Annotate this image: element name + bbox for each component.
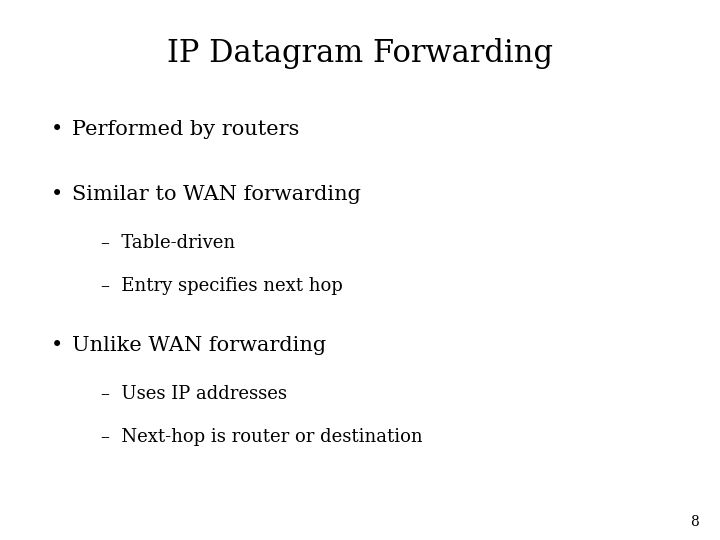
Text: Performed by routers: Performed by routers: [72, 120, 300, 139]
Text: •: •: [50, 120, 63, 139]
Text: 8: 8: [690, 515, 698, 529]
Text: –  Uses IP addresses: – Uses IP addresses: [101, 385, 287, 403]
Text: •: •: [50, 185, 63, 204]
Text: –  Entry specifies next hop: – Entry specifies next hop: [101, 277, 343, 295]
Text: •: •: [50, 336, 63, 355]
Text: IP Datagram Forwarding: IP Datagram Forwarding: [167, 38, 553, 69]
Text: –  Table-driven: – Table-driven: [101, 234, 235, 252]
Text: Unlike WAN forwarding: Unlike WAN forwarding: [72, 336, 326, 355]
Text: –  Next-hop is router or destination: – Next-hop is router or destination: [101, 428, 423, 447]
Text: Similar to WAN forwarding: Similar to WAN forwarding: [72, 185, 361, 204]
